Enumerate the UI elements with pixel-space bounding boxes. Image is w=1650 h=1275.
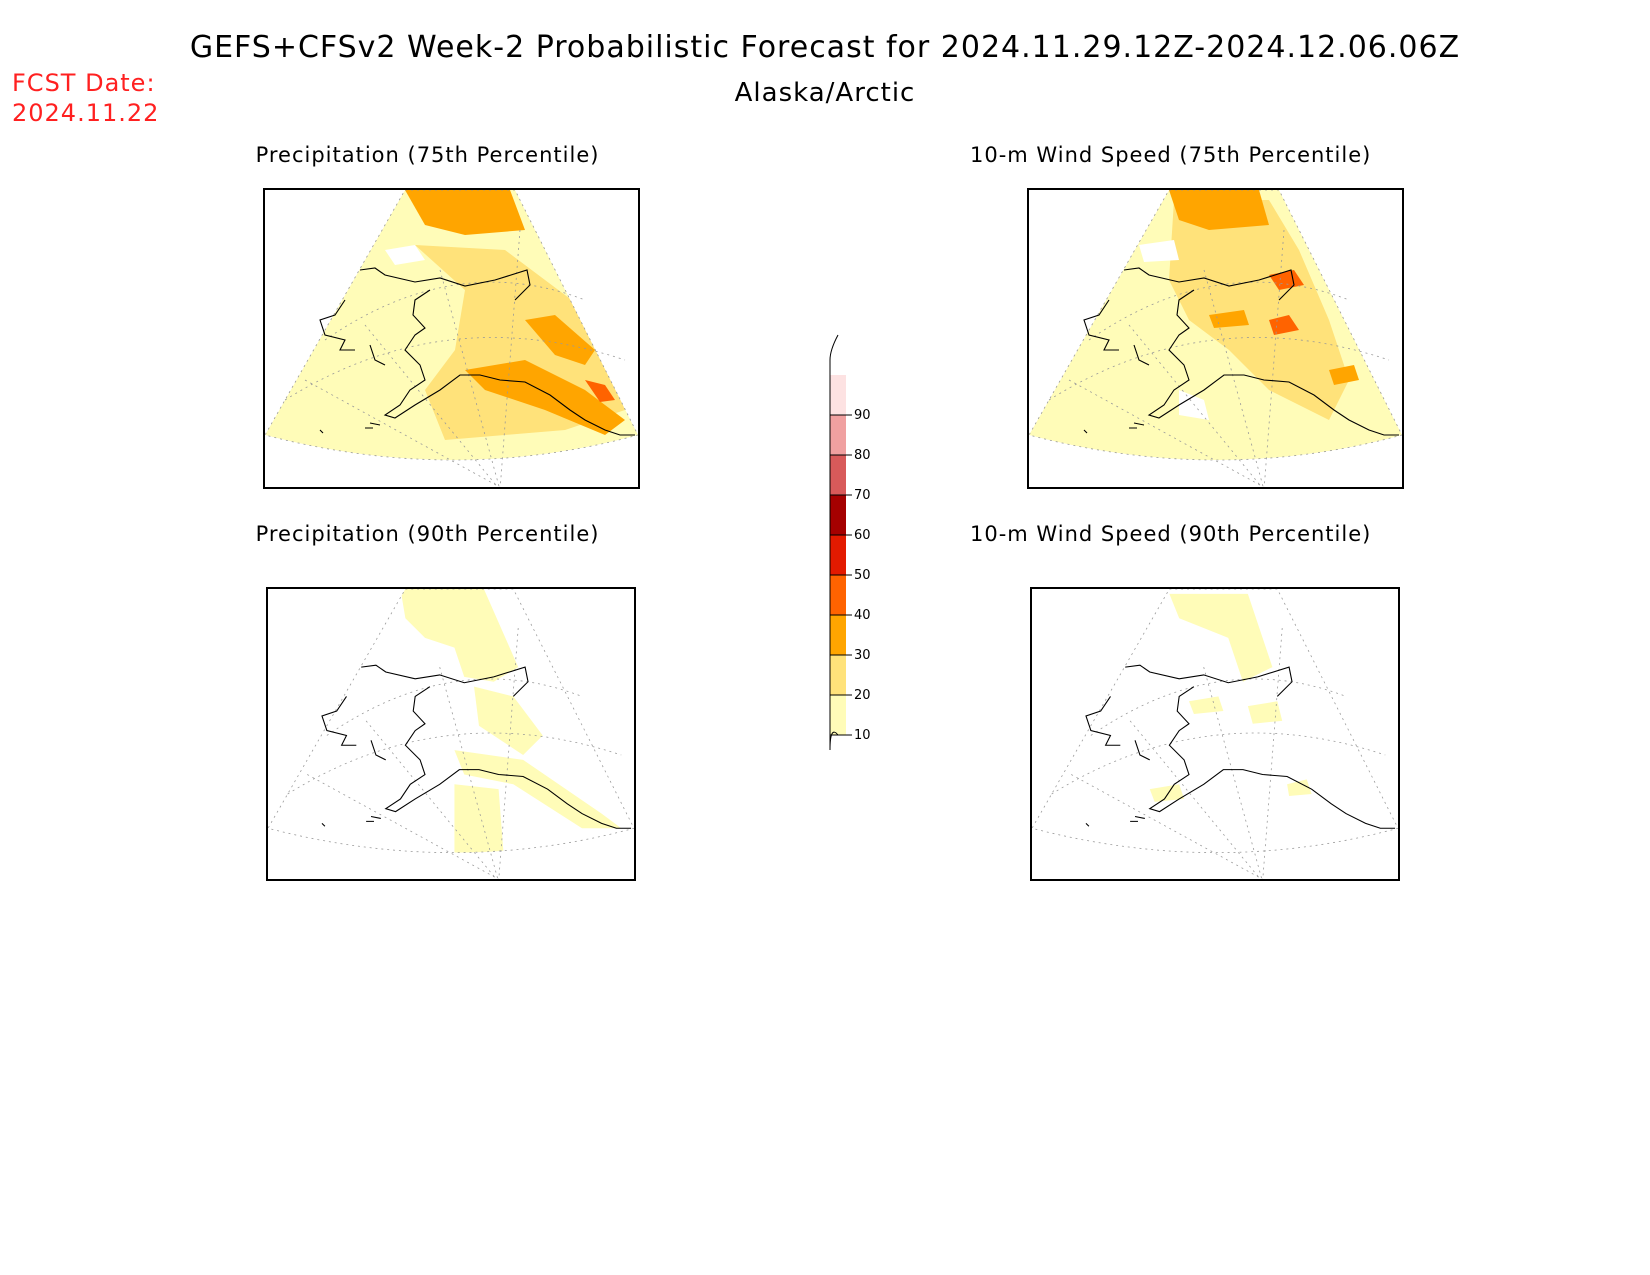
color-scale-legend: 10 20 30 40 50 60 70 80 90 <box>820 330 880 751</box>
probability-shading <box>1247 701 1283 724</box>
probability-shading <box>385 245 425 265</box>
forecast-date-label: FCST Date: <box>12 69 156 97</box>
probability-shading <box>1287 779 1312 797</box>
probability-shading <box>400 589 519 682</box>
probability-shading <box>454 750 622 829</box>
probability-shading <box>454 784 533 853</box>
legend-swatch-70 <box>830 455 846 495</box>
probability-shading <box>1188 696 1224 714</box>
region-subtitle: Alaska/Arctic <box>734 78 916 108</box>
probability-shading <box>1169 190 1269 230</box>
probability-shading <box>1169 593 1273 682</box>
panel-title-wind90: 10-m Wind Speed (90th Percentile) <box>970 522 1372 546</box>
legend-label-50: 50 <box>854 568 871 583</box>
probability-shading <box>1149 784 1185 802</box>
map-panel-precip75 <box>263 188 640 489</box>
forecast-date-block: FCST Date: 2024.11.22 <box>12 68 159 128</box>
legend-swatch-80 <box>830 415 846 455</box>
probability-shading <box>585 380 615 402</box>
probability-shading <box>525 315 595 365</box>
legend-label-20: 20 <box>854 688 871 703</box>
coastline <box>321 664 632 829</box>
probability-shading <box>1329 365 1359 385</box>
coastline <box>1083 267 1399 436</box>
coastline <box>319 267 635 436</box>
panel-title-precip75: Precipitation (75th Percentile) <box>255 143 600 167</box>
legend-swatch-10 <box>830 695 846 735</box>
map-panel-precip90 <box>266 587 636 881</box>
probability-shading <box>1269 270 1304 290</box>
probability-shading <box>1169 200 1349 420</box>
legend-swatch-50 <box>830 535 846 575</box>
legend-swatch-90 <box>830 375 846 415</box>
coastline <box>1085 664 1396 829</box>
probability-shading <box>474 686 543 755</box>
legend-label-10: 10 <box>854 728 871 743</box>
legend-label-70: 70 <box>854 488 871 503</box>
probability-shading <box>1269 315 1299 335</box>
legend-label-60: 60 <box>854 528 871 543</box>
legend-label-40: 40 <box>854 608 871 623</box>
panel-title-precip90: Precipitation (90th Percentile) <box>255 522 600 546</box>
legend-swatch-30 <box>830 615 846 655</box>
probability-shading <box>1139 240 1179 262</box>
forecast-date-value: 2024.11.22 <box>12 99 160 127</box>
legend-label-90: 90 <box>854 408 871 423</box>
legend-swatch-40 <box>830 575 846 615</box>
legend-label-80: 80 <box>854 448 871 463</box>
legend-label-30: 30 <box>854 648 871 663</box>
map-panel-wind75 <box>1027 188 1404 489</box>
probability-shading <box>465 360 625 435</box>
map-panel-wind90 <box>1030 587 1400 881</box>
color-scale-bar: 10 20 30 40 50 60 70 80 90 <box>829 334 871 751</box>
page-title: GEFS+CFSv2 Week-2 Probabilistic Forecast… <box>189 30 1461 65</box>
legend-swatch-60 <box>830 495 846 535</box>
probability-shading <box>405 190 525 235</box>
panel-title-wind75: 10-m Wind Speed (75th Percentile) <box>970 143 1372 167</box>
legend-swatch-20 <box>830 655 846 695</box>
